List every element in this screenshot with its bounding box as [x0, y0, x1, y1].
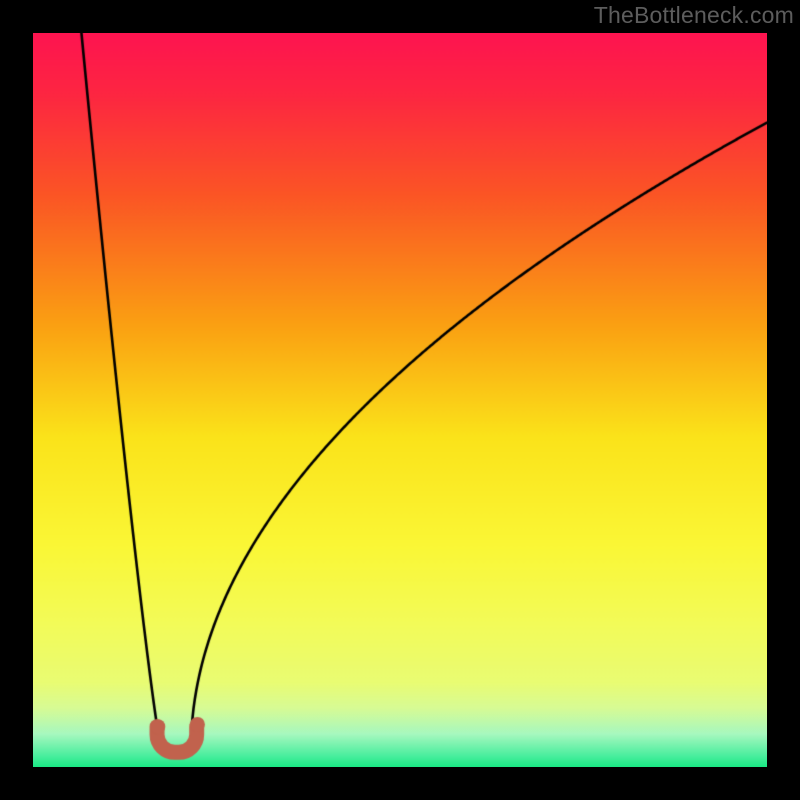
watermark-text: TheBottleneck.com	[594, 2, 794, 29]
plot-area	[33, 33, 767, 767]
figure-root: TheBottleneck.com	[0, 0, 800, 800]
heat-curve-canvas	[33, 33, 767, 767]
